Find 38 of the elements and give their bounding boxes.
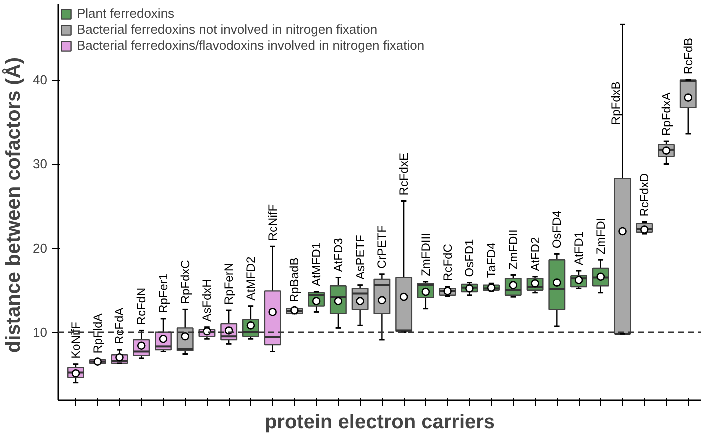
x-tick-label: AsPETF — [353, 235, 368, 280]
x-tick-label: RpFdxB — [609, 82, 624, 126]
x-tick-label: AtFD2 — [528, 237, 542, 272]
y-axis-title: distance between cofactors (Å) — [2, 57, 26, 354]
x-tick-label: RpFdxC — [178, 260, 192, 304]
x-tick-label: RcFdxE — [397, 153, 412, 196]
x-tick-label: RcFdA — [112, 308, 127, 345]
legend-label: Plant ferredoxins — [77, 6, 175, 21]
x-tick-label: RpFerN — [222, 263, 236, 306]
x-tick-label: RcNifF — [266, 204, 280, 242]
x-tick-label: RcFdN — [134, 288, 149, 326]
x-tick-label: ZmFDIII — [418, 233, 433, 276]
y-tick-label: 10 — [33, 324, 48, 340]
x-tick-label: AtMFD1 — [310, 242, 324, 287]
x-tick-label: RpFldA — [90, 314, 105, 354]
x-tick-label: ZmFDI — [594, 218, 608, 255]
x-tick-label: RcFdC — [440, 244, 455, 282]
y-tick-label: 20 — [33, 240, 48, 256]
y-tick-label: 40 — [33, 72, 48, 88]
x-tick-label: ZmFDII — [506, 230, 520, 270]
x-axis-title: protein electron carriers — [264, 412, 496, 434]
x-tick-label: OsFD1 — [462, 238, 477, 278]
legend-label: Bacterial ferredoxins/flavodoxins involved in nitrogen fixation — [77, 38, 425, 53]
x-tick-label: AtFD3 — [331, 238, 346, 272]
x-tick-label: RcFdB — [681, 38, 696, 75]
x-tick-label: RpFdxA — [660, 92, 674, 136]
x-tick-label: TaFD4 — [484, 242, 499, 278]
x-tick-label: CrPETF — [375, 226, 390, 269]
legend-label: Bacterial ferredoxins not involved in nitrogen fixation — [77, 22, 378, 37]
x-tick-label: RcFdxD — [638, 173, 652, 217]
x-tick-label: KoNifF — [68, 322, 83, 359]
x-tick-label: AtFD1 — [572, 231, 586, 266]
x-tick-label: OsFD4 — [550, 210, 564, 249]
y-tick-label: 30 — [33, 156, 48, 172]
x-tick-label: RpBadB — [288, 258, 302, 302]
x-tick-label: AtMFD2 — [244, 256, 258, 301]
x-tick-label: AsFdxH — [200, 279, 214, 322]
x-tick-label: RpFer1 — [156, 273, 170, 314]
